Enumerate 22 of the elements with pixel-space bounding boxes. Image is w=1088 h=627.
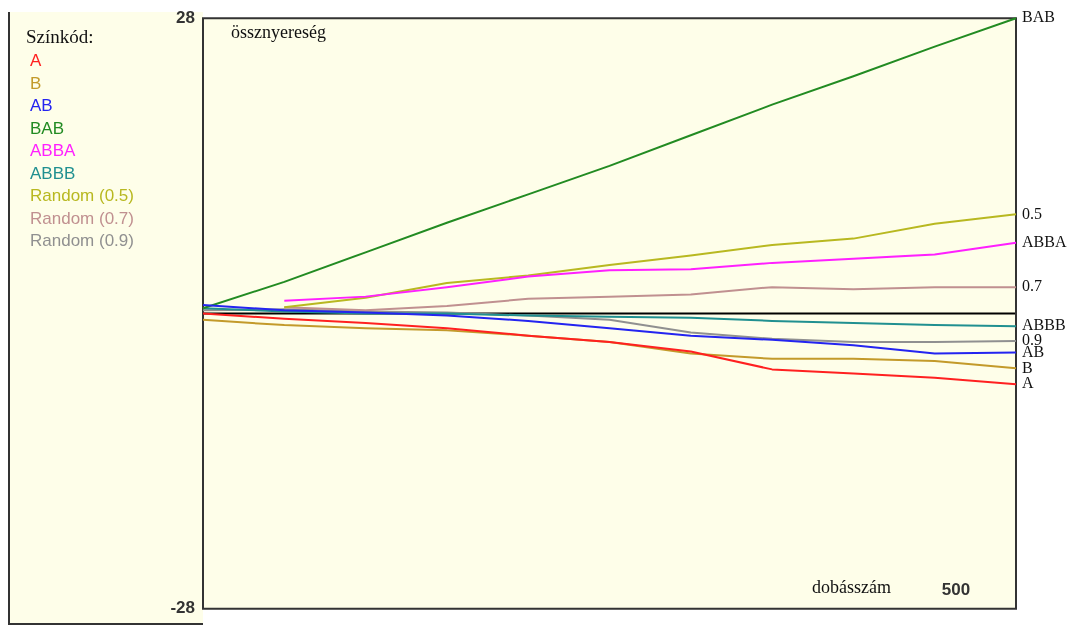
text: BAB — [29, 117, 66, 140]
text: Random (0.9) — [29, 230, 135, 252]
text: BAB — [1022, 8, 1055, 26]
text: ABBA — [29, 140, 77, 162]
legend-title: Színkód: — [26, 26, 95, 48]
y-axis-title: össznyereség — [231, 21, 326, 42]
y-tick-label: -28 — [170, 598, 195, 618]
text: 0.5 — [1022, 204, 1042, 222]
text: AB — [29, 95, 54, 117]
text: Random (0.5) — [29, 185, 135, 207]
text: ABBA — [1022, 233, 1067, 251]
text: B — [1022, 358, 1033, 376]
text: 0.7 — [1022, 277, 1042, 295]
text: A — [29, 50, 43, 72]
text: A — [1022, 374, 1034, 392]
annotation: dobásszám — [812, 576, 891, 597]
text: ABBB — [29, 162, 77, 185]
text: ABBB — [1022, 316, 1066, 334]
text: B — [29, 72, 43, 95]
y-tick-label: 28 — [176, 7, 195, 27]
annotation: 500 — [941, 579, 971, 599]
text: Random (0.7) — [29, 207, 135, 230]
